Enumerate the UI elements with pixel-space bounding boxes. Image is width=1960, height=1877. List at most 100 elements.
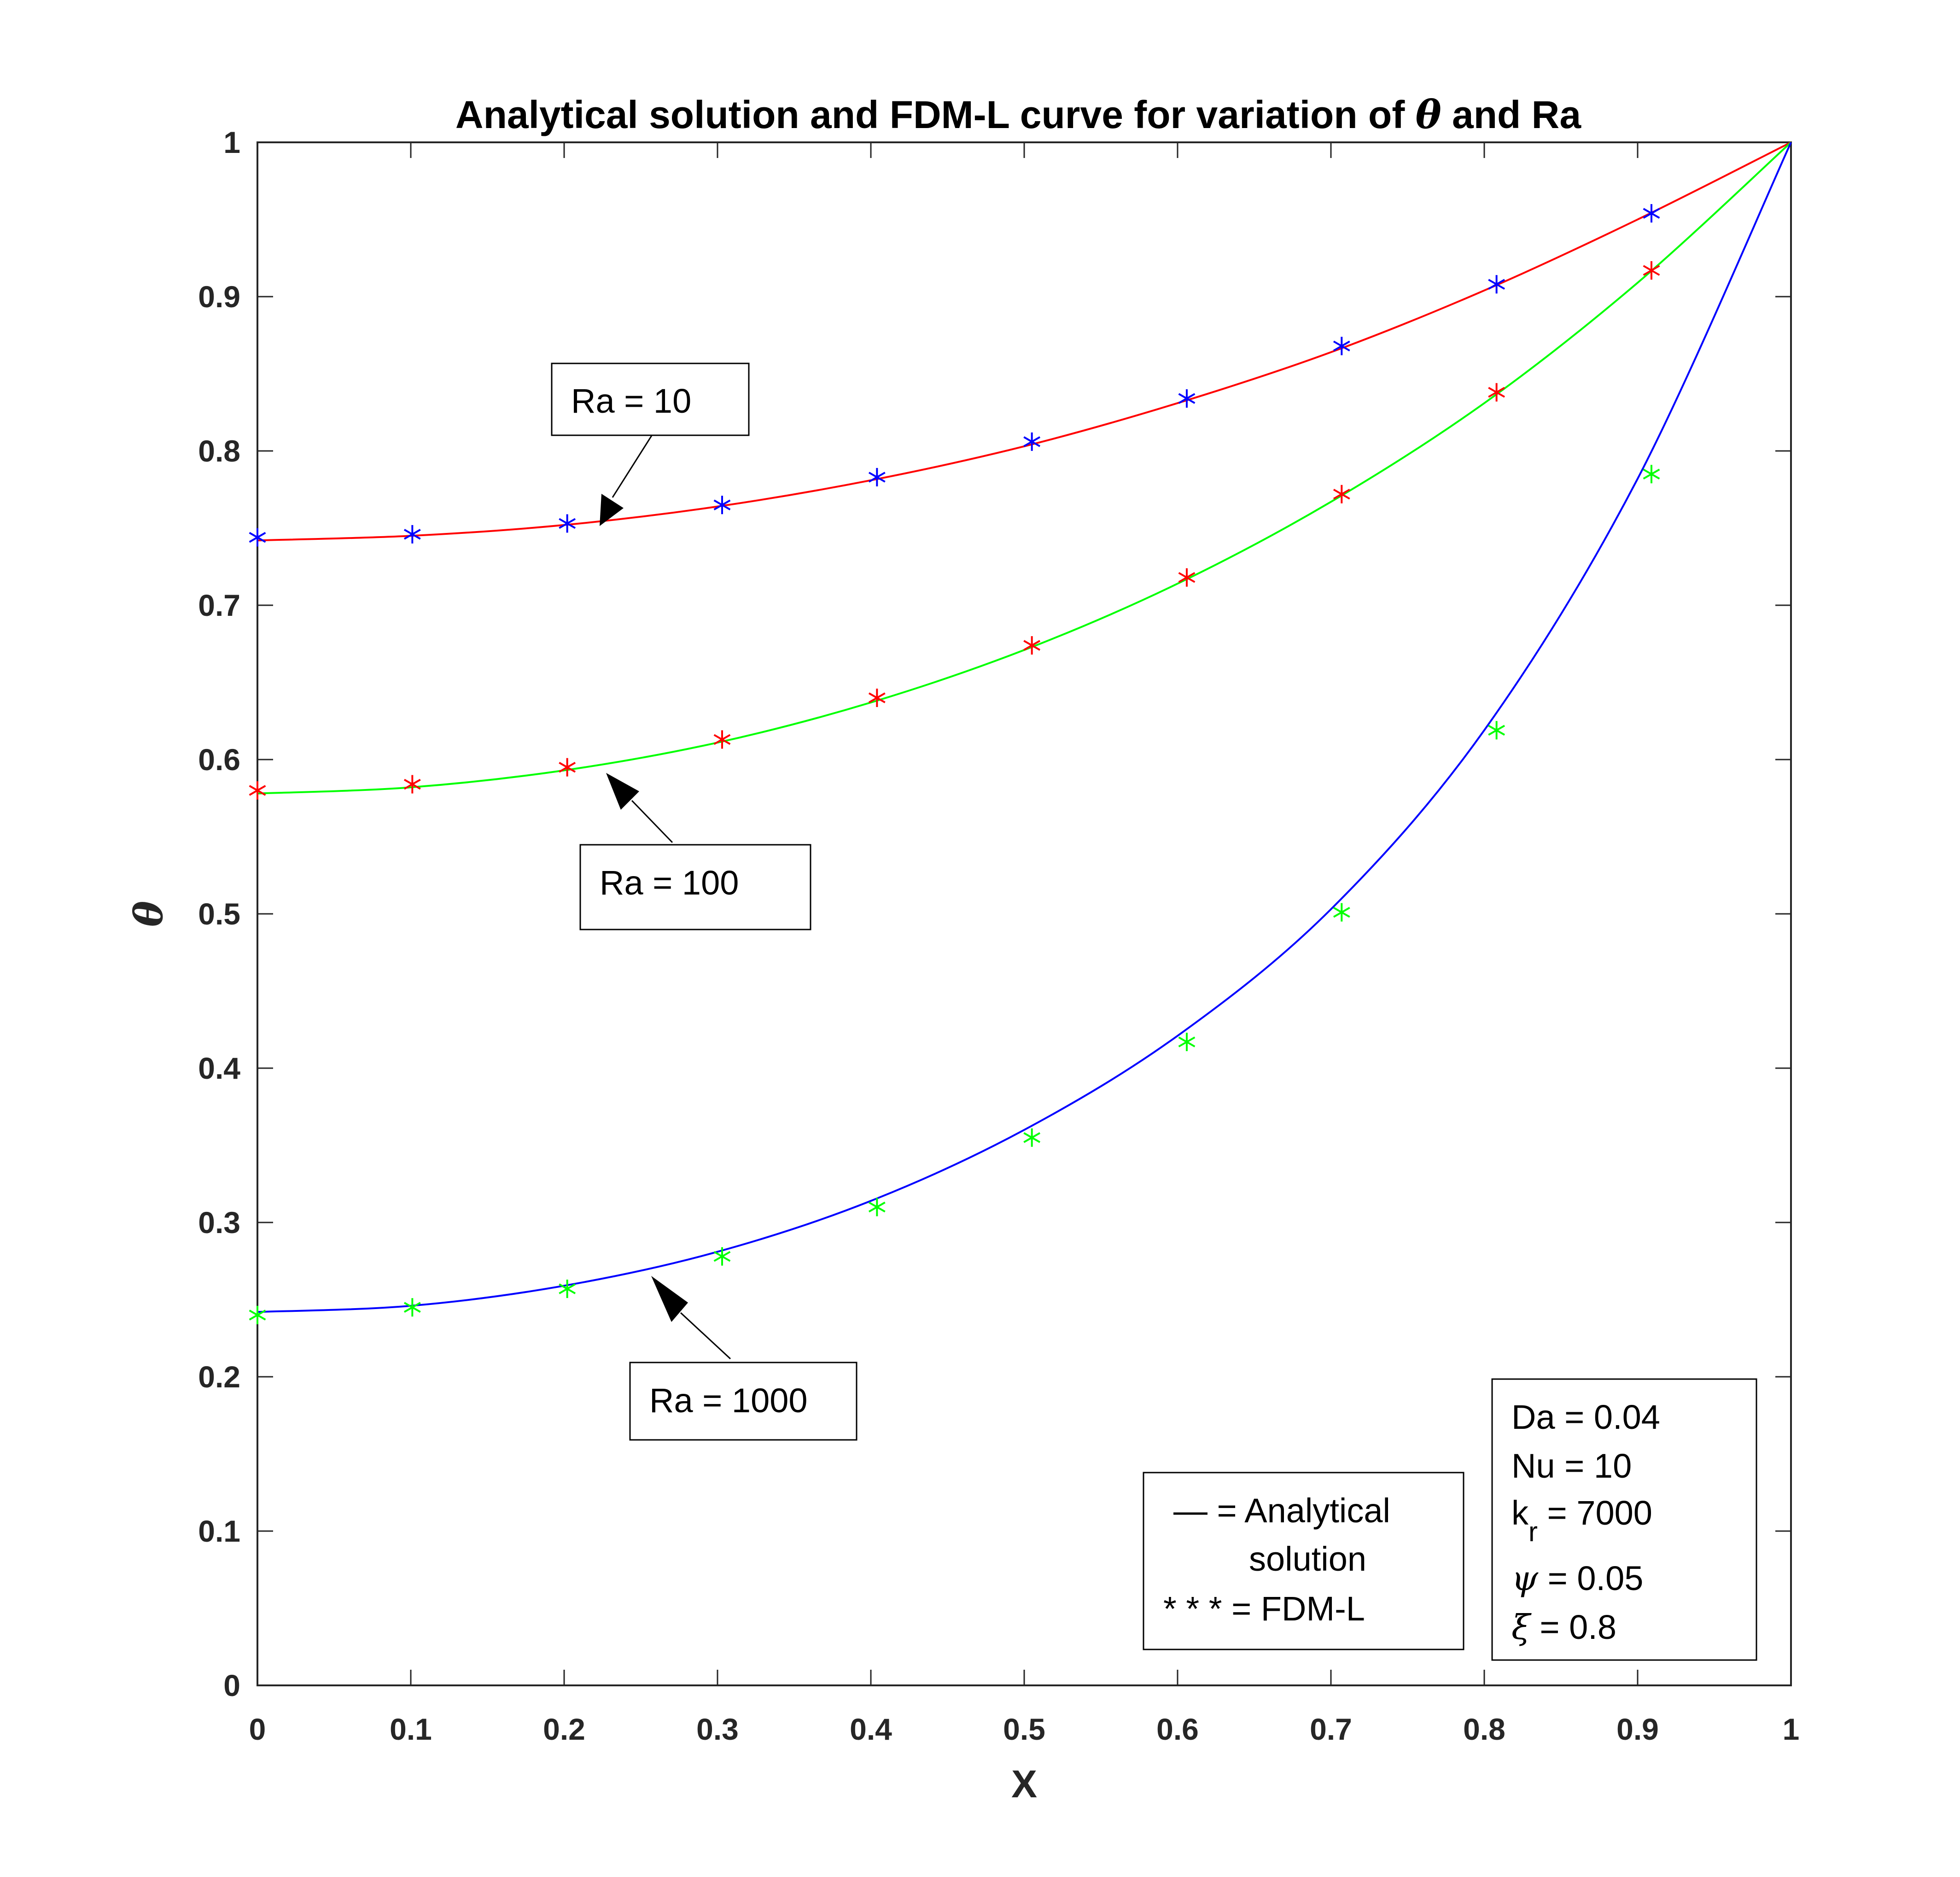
x-tick-label: 0.7 xyxy=(1310,1712,1352,1746)
fdm-marker-series-2 xyxy=(1333,485,1350,503)
marker-stroke xyxy=(1023,640,1041,651)
fdm-marker-series-1 xyxy=(1023,432,1041,451)
annotation-ra10-box xyxy=(551,363,750,436)
arrow-ra100-shaft xyxy=(631,800,673,843)
arrow-ra100-head xyxy=(606,773,639,810)
x-tick-label: 0.1 xyxy=(390,1712,432,1746)
x-tick-labels: 0 0.1 0.2 0.3 0.4 0.5 0.6 0.7 0.8 0.9 1 xyxy=(249,1712,1800,1746)
parameters-box-frame xyxy=(1491,1378,1757,1661)
legend-line-solution: solution xyxy=(1249,1540,1366,1578)
x-tick-label: 0.3 xyxy=(696,1712,739,1746)
param-kr-base: k xyxy=(1511,1494,1529,1532)
fdm-marker-series-1 xyxy=(403,525,421,544)
legend-box-frame xyxy=(1143,1472,1464,1650)
chart-title: Analytical solution and FDM-L curve for … xyxy=(455,92,1581,137)
fdm-marker-series-3 xyxy=(1488,721,1505,740)
fdm-marker-series-2 xyxy=(1023,636,1041,655)
fdm-marker-series-1 xyxy=(1333,337,1350,356)
fdm-marker-series-1 xyxy=(1643,204,1660,223)
marker-stroke xyxy=(1333,340,1350,351)
param-xi: ξ = 0.8 xyxy=(1511,1608,1616,1647)
marker-stroke xyxy=(1023,1132,1041,1143)
y-tick-label: 0.4 xyxy=(198,1051,240,1085)
marker-stroke xyxy=(1643,208,1660,219)
marker-stroke xyxy=(559,518,576,529)
marker-stroke xyxy=(1178,572,1196,583)
x-tick-label: 0.2 xyxy=(543,1712,585,1746)
x-tick-label: 1 xyxy=(1783,1712,1800,1746)
analytical-line-series-2 xyxy=(257,141,1792,795)
arrow-ra1000-head xyxy=(651,1276,688,1322)
param-xi-symbol: ξ xyxy=(1511,1608,1532,1647)
y-tick-label: 0.1 xyxy=(198,1514,240,1548)
annotation-ra1000-box xyxy=(629,1362,858,1441)
fdm-marker-series-3 xyxy=(249,1306,266,1324)
y-tick-label: 1 xyxy=(223,125,240,159)
annotation-ra100-box xyxy=(579,844,811,930)
series-markers xyxy=(249,204,1660,1324)
param-kr: kr = 7000 xyxy=(1511,1494,1652,1547)
y-tick-label: 0.9 xyxy=(198,280,240,314)
fdm-marker-series-1 xyxy=(249,528,266,547)
param-psi: ψ = 0.05 xyxy=(1511,1559,1643,1598)
marker-stroke xyxy=(403,778,421,790)
y-tick-labels: 0 0.1 0.2 0.3 0.4 0.5 0.6 0.7 0.8 0.9 1 xyxy=(198,125,240,1702)
fdm-marker-series-3 xyxy=(1178,1033,1196,1052)
marker-stroke xyxy=(249,785,266,796)
arrow-ra1000-shaft xyxy=(680,1312,731,1360)
fdm-marker-series-3 xyxy=(713,1247,731,1266)
x-tick-label: 0.4 xyxy=(850,1712,892,1746)
legend-line-fdm: * * * = FDM-L xyxy=(1163,1590,1365,1628)
y-axis-label: θ xyxy=(126,901,171,927)
x-tick-label: 0.5 xyxy=(1003,1712,1045,1746)
marker-stroke xyxy=(1643,265,1660,276)
x-axis-label: X xyxy=(1011,1762,1037,1806)
param-nu: Nu = 10 xyxy=(1511,1447,1632,1485)
y-tick-label: 0.5 xyxy=(198,897,240,931)
fdm-marker-series-2 xyxy=(403,775,421,794)
marker-stroke xyxy=(559,1283,576,1294)
param-da: Da = 0.04 xyxy=(1511,1398,1660,1436)
y-tick-label: 0 xyxy=(223,1668,240,1702)
y-tick-label: 0.6 xyxy=(198,743,240,777)
annotation-ra1000: Ra = 1000 xyxy=(629,1362,858,1441)
marker-stroke xyxy=(1488,279,1505,290)
legend-box: — = Analytical solution * * * = FDM-L xyxy=(1143,1472,1464,1650)
marker-stroke xyxy=(1488,725,1505,736)
annotation-ra10: Ra = 10 xyxy=(551,363,750,436)
param-psi-value: = 0.05 xyxy=(1538,1559,1643,1597)
legend-line-analytical: — = Analytical xyxy=(1173,1491,1390,1530)
x-tick-label: 0 xyxy=(249,1712,266,1746)
fdm-marker-series-3 xyxy=(559,1280,576,1298)
fdm-marker-series-1 xyxy=(868,468,886,486)
fdm-marker-series-2 xyxy=(868,689,886,707)
annotation-arrows xyxy=(600,433,731,1360)
annotation-ra100-label: Ra = 100 xyxy=(600,864,739,902)
fdm-marker-series-3 xyxy=(1023,1128,1041,1147)
y-tick-label: 0.3 xyxy=(198,1205,240,1240)
x-tick-label: 0.8 xyxy=(1463,1712,1505,1746)
marker-stroke xyxy=(403,529,421,540)
annotation-ra100: Ra = 100 xyxy=(579,844,811,930)
fdm-marker-series-1 xyxy=(559,514,576,533)
param-psi-symbol: ψ xyxy=(1511,1559,1539,1598)
arrow-ra10-head xyxy=(600,494,624,526)
param-kr-subscript: r xyxy=(1528,1516,1538,1547)
fdm-marker-series-2 xyxy=(713,730,731,749)
marker-stroke xyxy=(249,1310,266,1321)
fdm-marker-series-3 xyxy=(1333,903,1350,922)
axis-ticks xyxy=(257,141,1792,1686)
param-xi-value: = 0.8 xyxy=(1530,1608,1616,1646)
x-tick-label: 0.6 xyxy=(1156,1712,1199,1746)
fdm-marker-series-3 xyxy=(1643,465,1660,484)
marker-stroke xyxy=(1333,906,1350,918)
marker-stroke xyxy=(1643,468,1660,479)
fdm-marker-series-2 xyxy=(559,758,576,777)
title-suffix: and Ra xyxy=(1441,93,1582,136)
marker-stroke xyxy=(1488,386,1505,398)
fdm-marker-series-3 xyxy=(403,1298,421,1317)
fdm-marker-series-2 xyxy=(1643,261,1660,280)
fdm-marker-series-3 xyxy=(868,1198,886,1216)
fdm-marker-series-1 xyxy=(713,496,731,515)
